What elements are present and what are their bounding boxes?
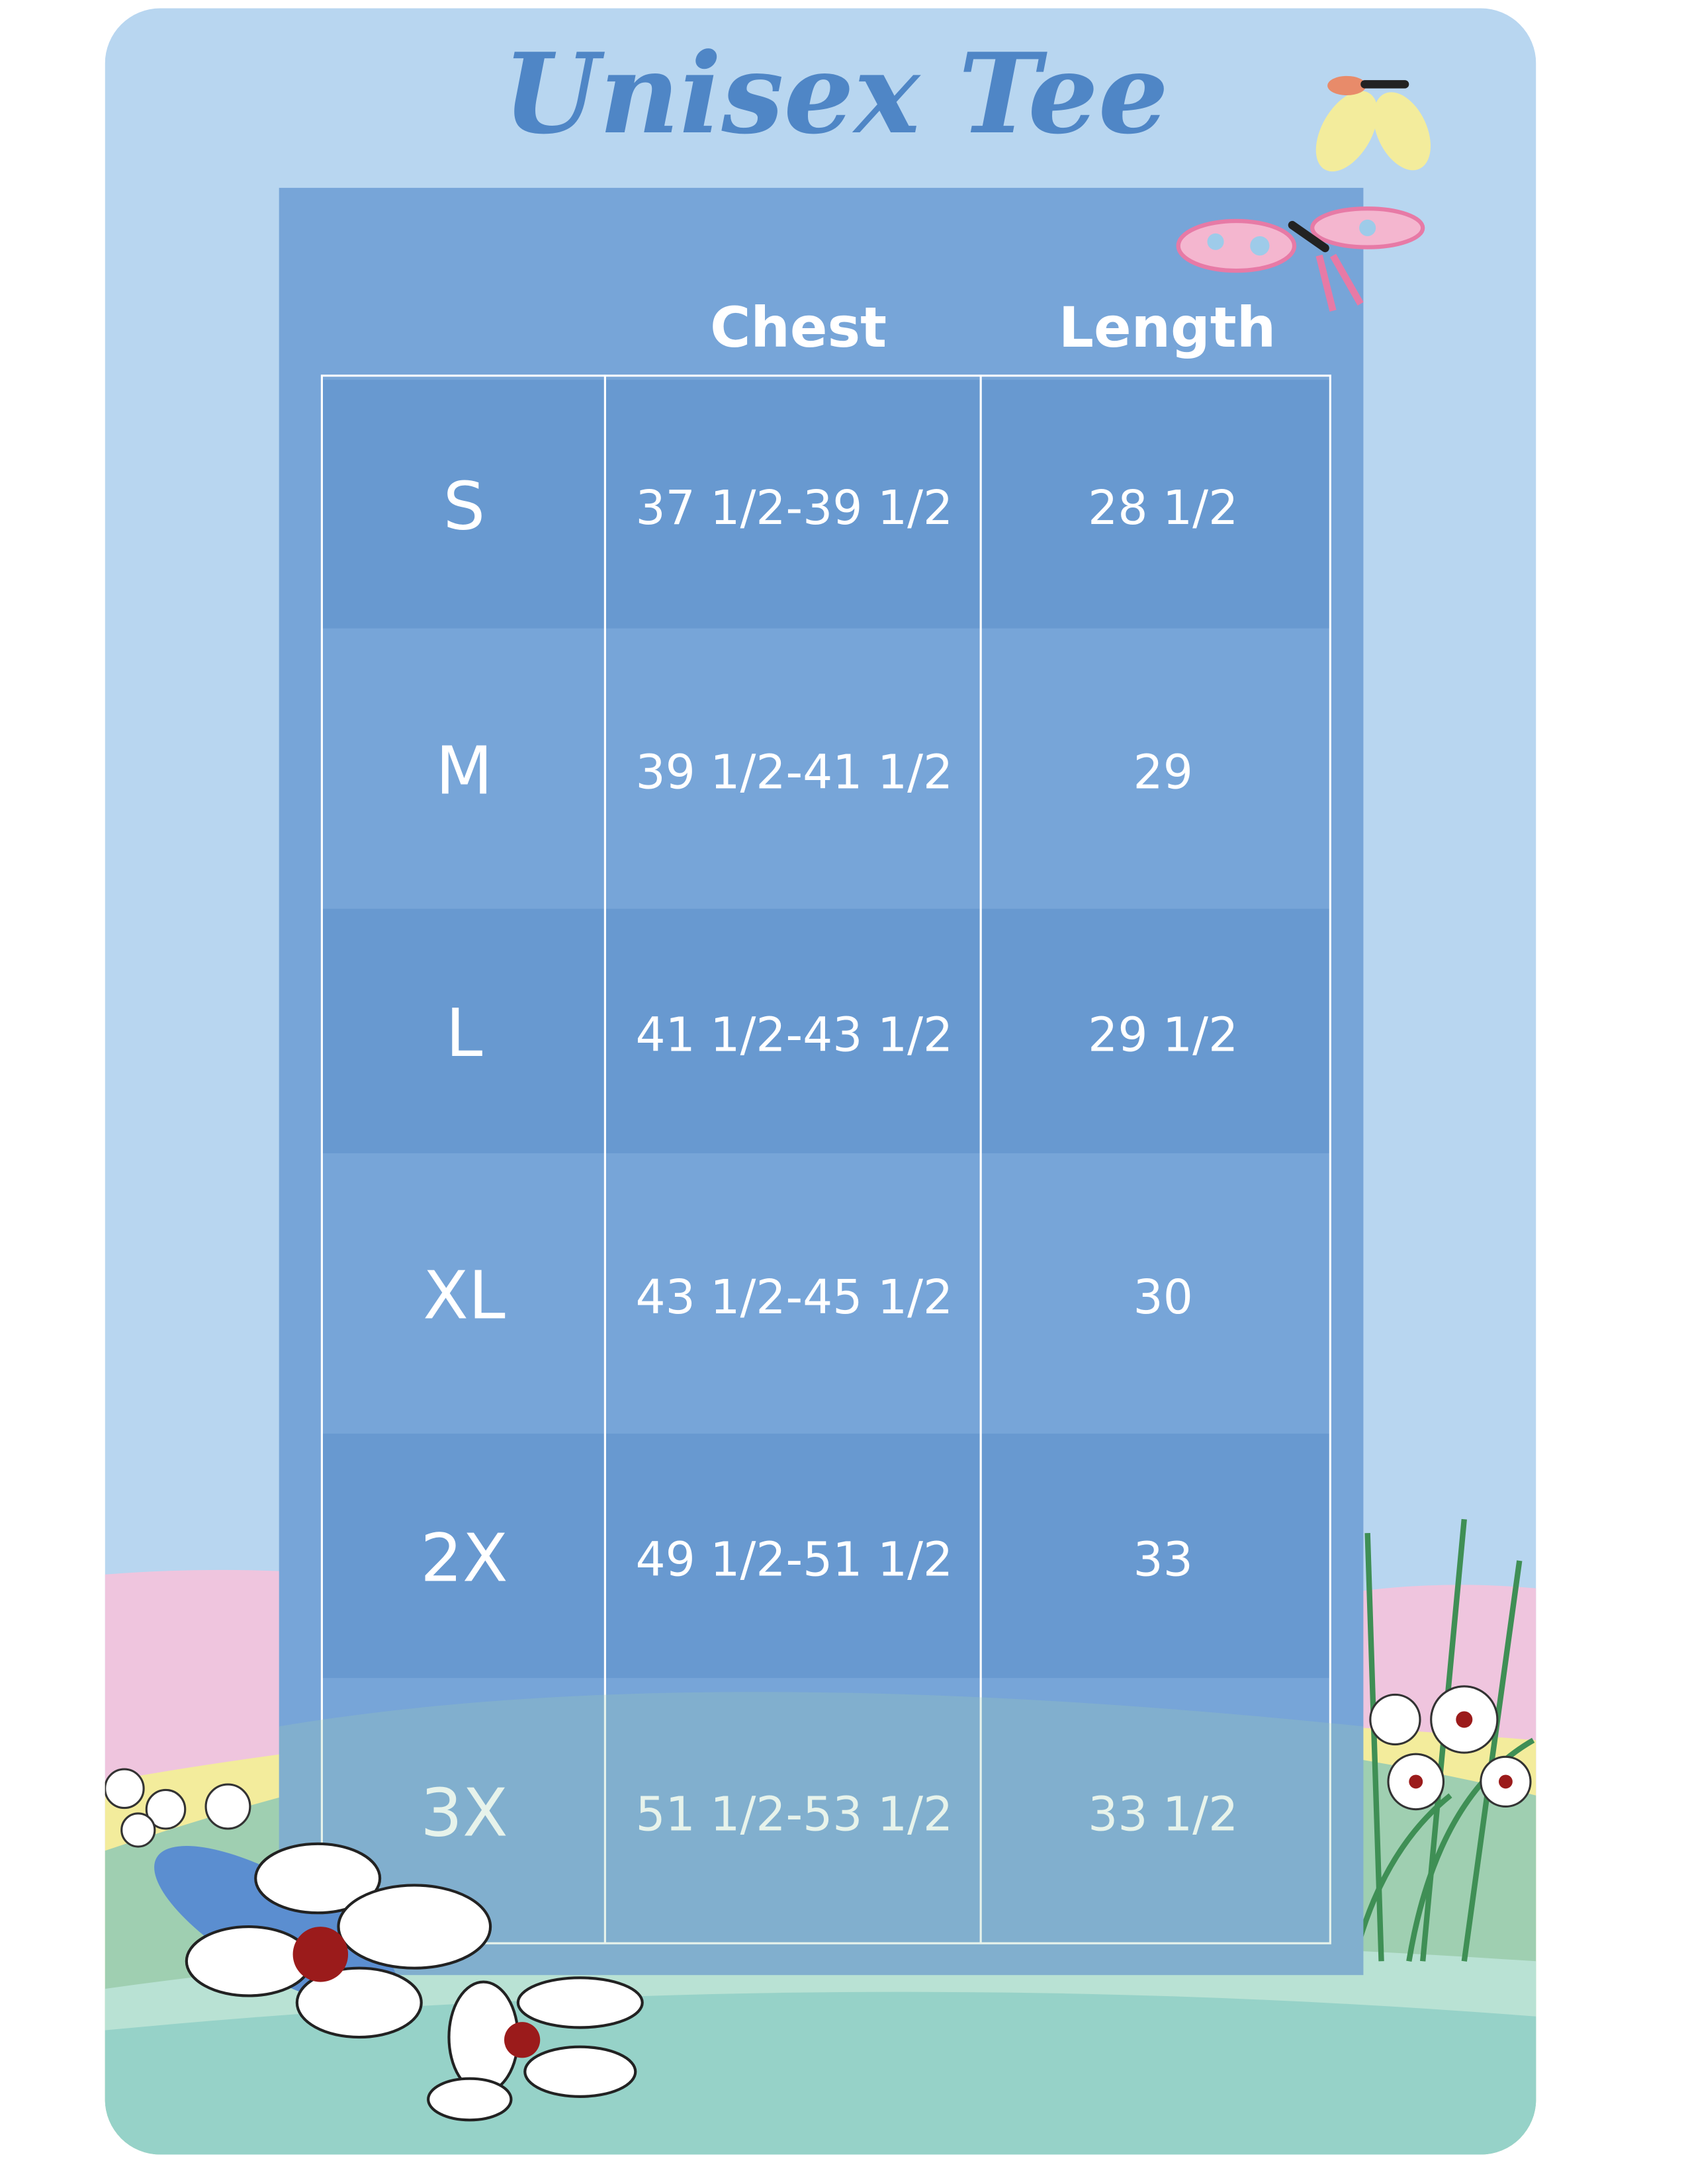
table-cell: 49 1/2-51 1/2 <box>635 1532 953 1587</box>
table-row <box>322 1153 1331 1434</box>
size-label: S <box>443 468 486 545</box>
table-cell: 33 <box>1133 1532 1193 1587</box>
table-cell: 37 1/2-39 1/2 <box>635 480 953 535</box>
table-rows: S 37 1/2-39 1/2 28 1/2 M 39 1/2-41 1/2 29 L 41 … <box>322 380 1331 1944</box>
size-label: L <box>446 994 483 1072</box>
card: S 37 1/2-39 1/2 28 1/2 M 39 1/2-41 1/2 29 L 41 … <box>105 8 1536 2155</box>
table-cell: 41 1/2-43 1/2 <box>635 1007 953 1062</box>
table-cell: 29 <box>1133 745 1193 800</box>
table-cell: 30 <box>1133 1270 1193 1325</box>
table-row <box>322 1433 1331 1679</box>
size-label: 3X <box>420 1774 508 1852</box>
table-row <box>322 380 1331 629</box>
size-label: XL <box>423 1257 506 1334</box>
table-cell: 29 1/2 <box>1088 1007 1238 1062</box>
column-header: Length <box>1059 295 1276 360</box>
table-cell: 39 1/2-41 1/2 <box>635 745 953 800</box>
size-label: M <box>435 732 492 809</box>
flower-small <box>427 1976 644 2122</box>
table-cell: 33 1/2 <box>1088 1787 1238 1842</box>
table-row <box>322 1678 1331 1944</box>
table-row <box>322 628 1331 909</box>
butterfly-yellow <box>1315 75 1431 172</box>
flowers-left <box>105 1768 251 1848</box>
size-label: 2X <box>420 1519 508 1596</box>
table-cell: 43 1/2-45 1/2 <box>635 1270 953 1325</box>
column-header: Chest <box>710 295 887 360</box>
flower-centers <box>1409 1711 1513 1789</box>
table-row <box>322 908 1331 1154</box>
table-border <box>320 374 1331 1944</box>
table-cell: 28 1/2 <box>1088 480 1238 535</box>
panel-overlay <box>279 1692 1364 1976</box>
table-cell: 51 1/2-53 1/2 <box>635 1787 953 1842</box>
title: Unisex Tee <box>503 29 1169 159</box>
flower-big <box>154 1842 492 2039</box>
butterfly-pink <box>1176 206 1425 312</box>
